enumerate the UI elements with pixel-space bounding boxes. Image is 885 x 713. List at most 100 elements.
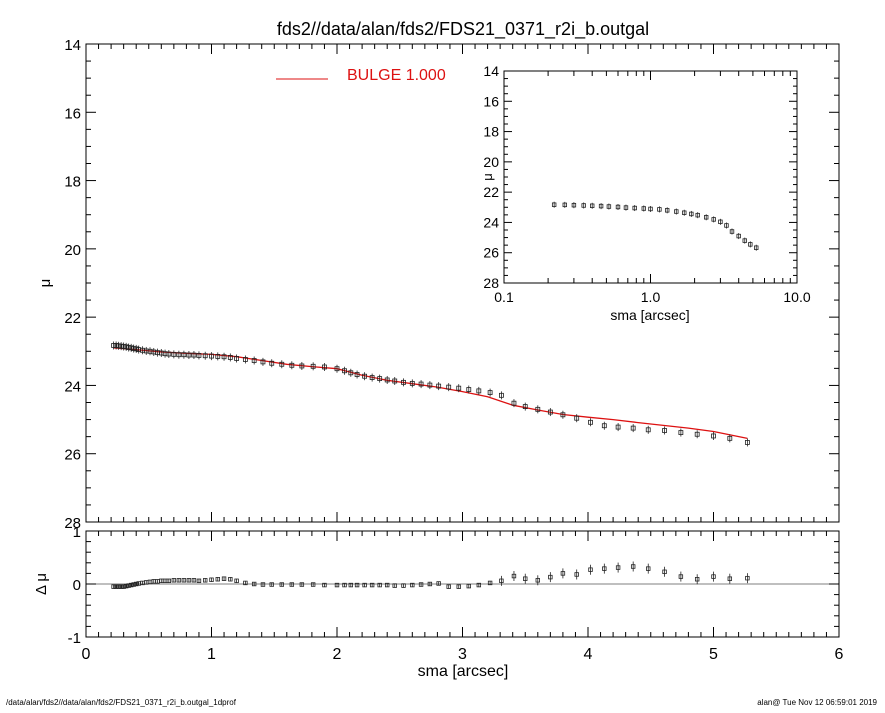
main-ticks <box>85 43 840 523</box>
main-data-point <box>186 352 192 358</box>
inset-data-point <box>606 204 612 209</box>
legend-label: BULGE 1.000 <box>347 67 446 84</box>
main-data-point <box>601 423 607 429</box>
inset-data-point <box>711 217 716 222</box>
inset-data-point <box>682 210 687 215</box>
main-data-point <box>744 440 750 445</box>
residual-data-point <box>354 582 360 588</box>
residual-data-point <box>427 581 433 587</box>
main-data-point <box>269 360 275 366</box>
main-data-point <box>196 352 202 358</box>
residual-data-point <box>260 582 266 587</box>
main-data-point <box>334 366 340 372</box>
residual-data-point <box>401 583 406 588</box>
residual-data-point <box>362 582 367 588</box>
inset-data-point <box>615 204 621 210</box>
main-data-point <box>369 375 375 380</box>
residual-data-point <box>118 584 124 589</box>
residual-data-point <box>221 576 227 581</box>
residual-data-point <box>176 578 182 583</box>
main-data-point <box>487 390 493 395</box>
main-data-point <box>221 354 227 360</box>
inset-y-tick-label: 26 <box>483 245 499 261</box>
inset-y-tick-label: 24 <box>483 214 499 230</box>
residual-data-point <box>279 582 284 587</box>
residual-data-point <box>711 574 716 579</box>
main-data-point <box>126 345 132 350</box>
residual-data-point <box>234 578 239 584</box>
inset-data-point <box>590 203 595 208</box>
residual-data-point <box>123 583 129 589</box>
inset-data-point <box>695 212 700 218</box>
residual-data-point <box>128 582 134 588</box>
residual-data-point <box>384 582 390 588</box>
residual-data-point <box>251 581 257 587</box>
residual-data-point <box>560 571 566 576</box>
main-data-point <box>384 377 390 383</box>
main-data-point <box>354 372 360 377</box>
main-data-point <box>234 356 240 361</box>
residual-data-point <box>745 575 750 581</box>
residual-data-point <box>133 581 139 587</box>
inset-x-axis-label: sma [arcsec] <box>610 307 689 323</box>
main-y-tick-label: 24 <box>64 378 81 395</box>
residual-data-point <box>511 573 517 579</box>
main-data-point <box>418 381 424 387</box>
inset-data-points <box>551 201 759 251</box>
residual-data-point <box>348 582 354 588</box>
main-data-point <box>128 345 134 351</box>
main-y-axis-label: μ <box>37 279 54 288</box>
inset-y-tick-label: 28 <box>483 275 499 291</box>
inset-data-point <box>724 223 729 228</box>
x-tick-label: 2 <box>333 646 342 663</box>
x-tick-label: 6 <box>835 646 844 663</box>
main-data-point <box>251 358 257 363</box>
residual-data-point <box>126 583 131 588</box>
residual-data-point <box>166 578 172 584</box>
main-data-point <box>645 427 651 433</box>
residual-data-point <box>342 582 347 588</box>
main-data-point <box>436 383 442 389</box>
main-data-point <box>181 352 187 358</box>
inset-x-tick-label: 1.0 <box>641 289 661 305</box>
main-data-point <box>289 362 295 368</box>
inset-data-point <box>632 205 637 211</box>
main-data-point <box>678 430 684 435</box>
main-data-point <box>121 344 127 349</box>
residual-y-axis-label: Δ μ <box>33 573 50 595</box>
main-data-point <box>242 357 248 362</box>
chart-title: fds2//data/alan/fds2/FDS21_0371_r2i_b.ou… <box>277 19 649 40</box>
main-data-point <box>322 364 327 370</box>
x-tick-labels: 0 1 2 3 4 5 6 <box>82 646 844 663</box>
bulge-model-line <box>113 347 748 440</box>
main-y-tick-label: 20 <box>64 242 81 259</box>
inset-data-point <box>551 202 557 207</box>
residual-data-points <box>111 561 750 589</box>
main-data-point <box>535 406 541 412</box>
x-tick-label: 1 <box>207 646 216 663</box>
main-data-point <box>310 363 316 369</box>
main-data-point <box>392 378 398 384</box>
residual-data-point <box>289 582 295 587</box>
inset-data-point <box>742 238 747 243</box>
inset-data-point <box>689 211 694 217</box>
bulge-model-curve <box>113 347 748 440</box>
main-data-point <box>176 352 182 358</box>
inset-data-point <box>704 215 709 220</box>
main-data-point <box>171 351 177 357</box>
residual-data-point <box>410 582 415 588</box>
main-data-point <box>560 412 566 418</box>
residual-data-point <box>377 582 382 588</box>
residual-ticks <box>85 530 840 638</box>
residual-data-point <box>392 583 397 588</box>
residual-data-point <box>602 566 607 571</box>
inset-data-point <box>664 208 670 213</box>
main-data-point <box>615 424 621 430</box>
main-data-point <box>694 431 700 437</box>
residual-data-point <box>523 576 528 581</box>
inset-y-tick-label: 16 <box>483 93 499 109</box>
main-y-tick-label: 18 <box>64 174 81 191</box>
main-data-point <box>630 425 636 431</box>
